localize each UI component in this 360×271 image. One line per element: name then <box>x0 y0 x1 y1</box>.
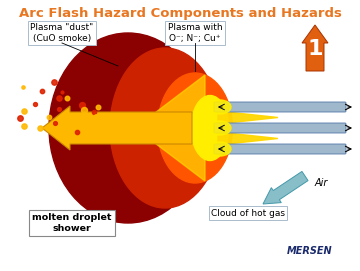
Ellipse shape <box>49 33 207 223</box>
Polygon shape <box>218 132 278 145</box>
Ellipse shape <box>158 73 233 183</box>
Text: Air: Air <box>315 178 328 188</box>
Text: Plasma with
O⁻; N⁻; Cu⁺: Plasma with O⁻; N⁻; Cu⁺ <box>168 23 222 43</box>
Ellipse shape <box>209 142 231 156</box>
Text: Arc Flash Hazard Components and Hazards: Arc Flash Hazard Components and Hazards <box>19 7 341 20</box>
Text: Plasma "dust"
(CuO smoke): Plasma "dust" (CuO smoke) <box>30 23 94 43</box>
Ellipse shape <box>191 95 229 160</box>
FancyBboxPatch shape <box>214 123 346 133</box>
FancyBboxPatch shape <box>214 144 346 154</box>
Text: 1: 1 <box>307 39 323 59</box>
Polygon shape <box>135 75 205 181</box>
FancyArrow shape <box>263 172 308 204</box>
Ellipse shape <box>110 48 220 208</box>
FancyArrow shape <box>302 25 328 71</box>
Text: MERSEN: MERSEN <box>287 246 333 256</box>
Text: molten droplet
shower: molten droplet shower <box>32 213 112 233</box>
FancyArrow shape <box>42 106 192 150</box>
Ellipse shape <box>209 100 231 114</box>
Text: Cloud of hot gas: Cloud of hot gas <box>211 208 285 218</box>
Polygon shape <box>218 111 278 124</box>
FancyBboxPatch shape <box>214 102 346 112</box>
Ellipse shape <box>209 121 231 135</box>
